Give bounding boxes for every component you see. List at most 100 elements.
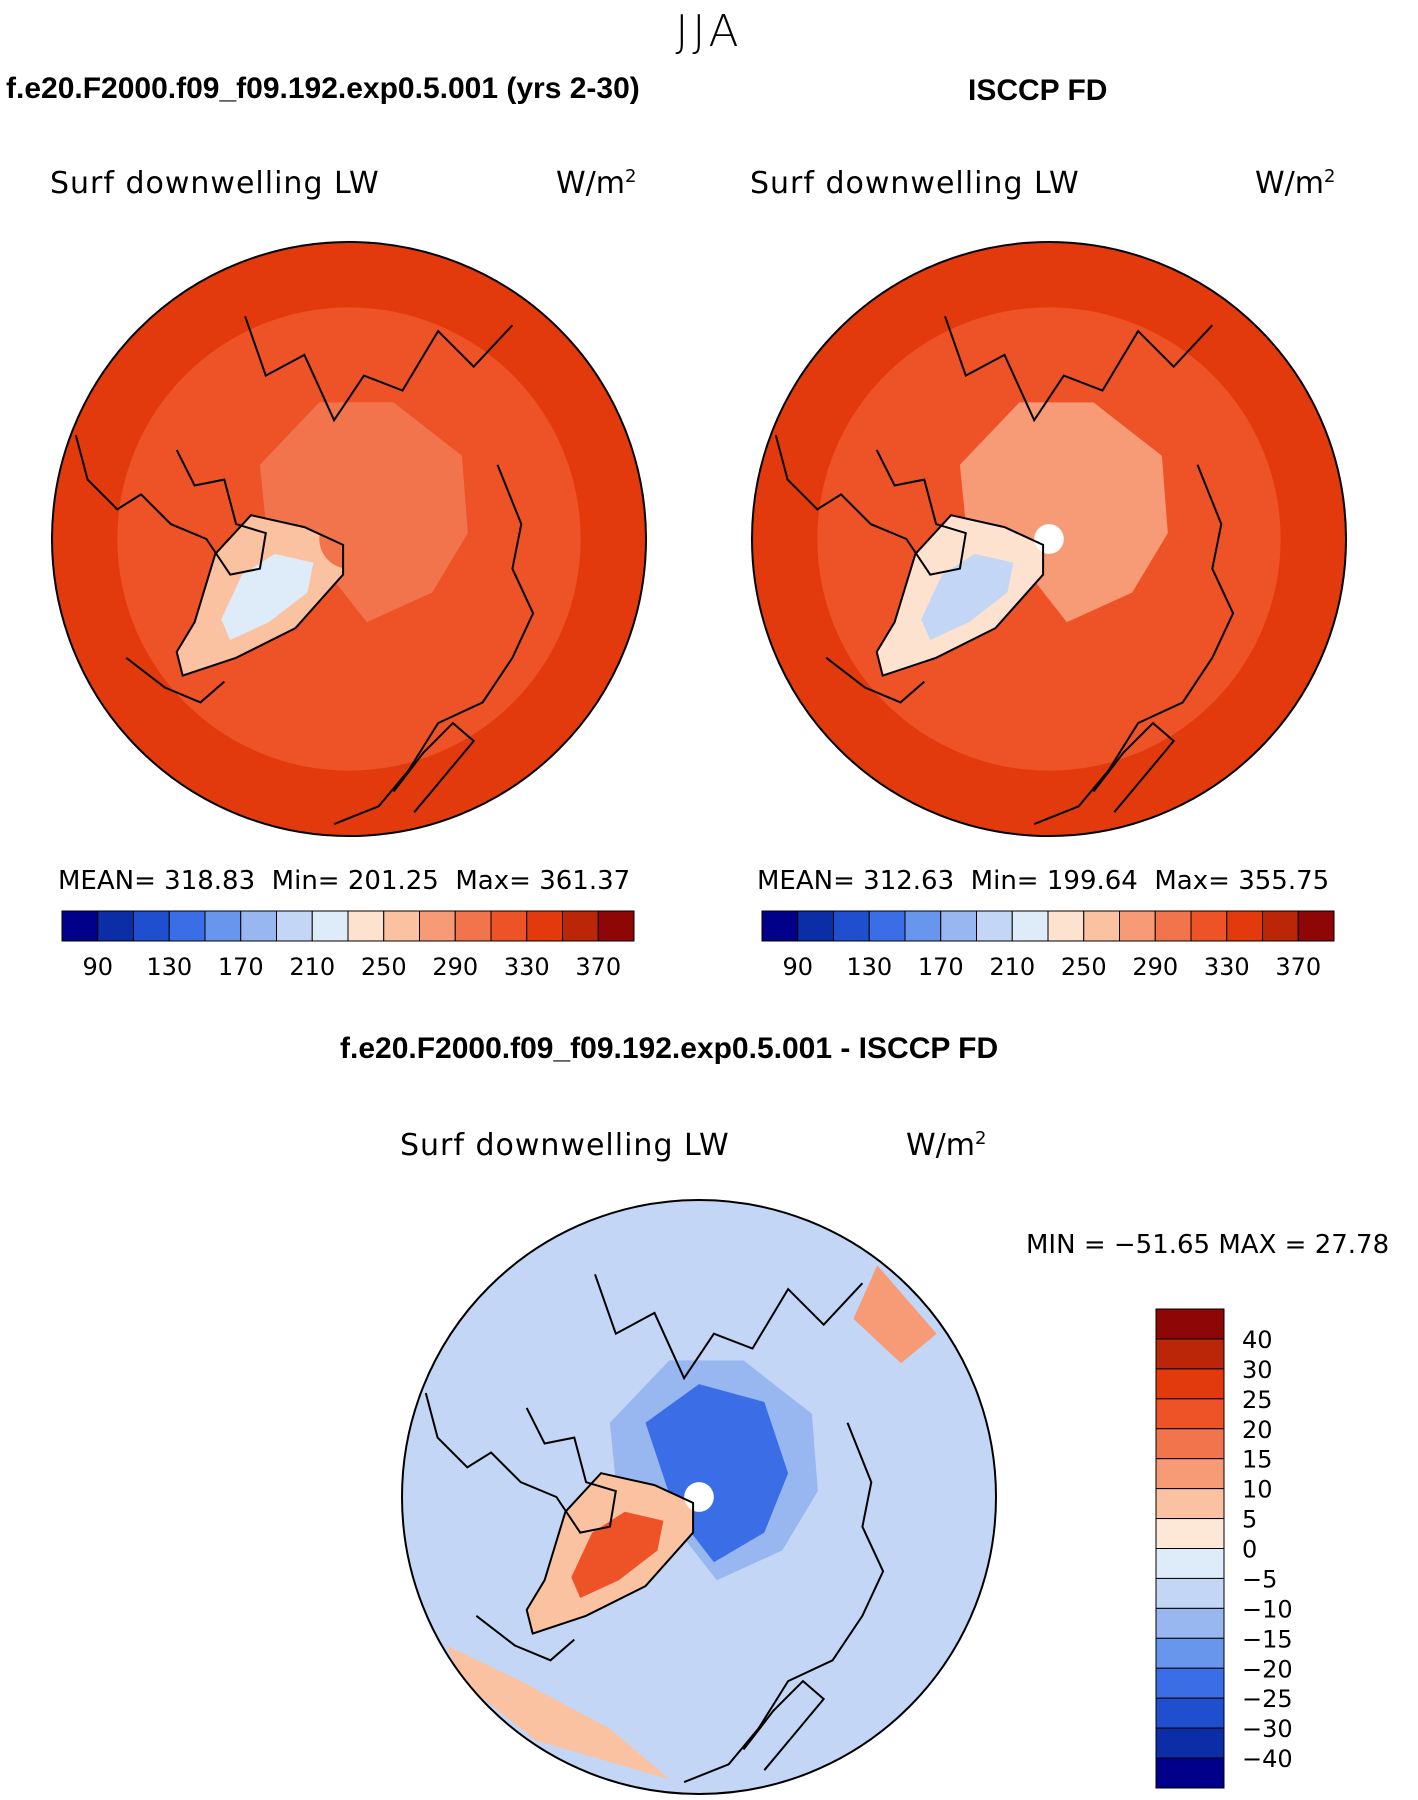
panel-2-stats: MEAN= 312.63 Min= 199.64 Max= 355.75: [757, 866, 1329, 896]
coastline: [825, 657, 925, 704]
panel-1-stats: MEAN= 318.83 Min= 201.25 Max= 361.37: [58, 866, 630, 896]
colorbar-swatch: [490, 910, 528, 942]
colorbar-swatch: [976, 910, 1013, 942]
colorbar-swatch: [383, 910, 420, 942]
colorbar-tick-label: 130: [846, 953, 892, 981]
colorbar-tick-label: −40: [1242, 1745, 1293, 1773]
panel-2-min-value: 199.64: [1046, 866, 1138, 896]
coastline: [774, 434, 967, 576]
diff-min-max: MIN = −51.65 MAX = 27.78: [1026, 1230, 1390, 1260]
map-border: [751, 241, 1347, 837]
colorbar-swatch: [1190, 910, 1228, 942]
colorbar-swatch: [1155, 1308, 1225, 1340]
panel-2-units: W/m2: [1255, 166, 1336, 201]
field-greenland-interior: [571, 1511, 664, 1598]
colorbar-swatch: [1155, 1697, 1225, 1729]
colorbar-swatch: [1155, 1548, 1225, 1579]
colorbar-tick-label: 170: [218, 953, 264, 981]
colorbar-tick-label: 210: [989, 953, 1035, 981]
polar-map-1: [51, 241, 647, 837]
colorbar-swatch: [833, 910, 870, 942]
diff-variable-label: Surf downwelling LW: [400, 1128, 730, 1163]
colorbar-tick-label: 90: [82, 953, 113, 981]
panel-1-title: f.e20.F2000.f09_f09.192.exp0.5.001 (yrs …: [6, 72, 640, 105]
colorbar-swatch: [1154, 910, 1192, 942]
colorbar-swatch: [1155, 1757, 1225, 1789]
coastline: [424, 1392, 617, 1534]
colorbar-tick-label: 370: [1275, 953, 1321, 981]
field-greenland-interior: [221, 553, 314, 640]
colorbar-tick-label: 250: [1061, 953, 1107, 981]
coastline: [74, 434, 267, 576]
colorbar-swatch: [454, 910, 492, 942]
polar-map-3: [401, 1199, 997, 1795]
colorbar-swatch: [1155, 1577, 1225, 1609]
colorbar-swatch: [1262, 910, 1299, 942]
panel-2-max-label: Max=: [1154, 866, 1230, 896]
colorbar-tick-label: 250: [361, 953, 407, 981]
colorbar-tick-label: −5: [1242, 1565, 1277, 1593]
field-arctic-ocean: [959, 402, 1168, 623]
panel-2-max-value: 355.75: [1238, 866, 1330, 896]
colorbar-1: 90 130 170 210 250 290 330 370: [61, 910, 635, 981]
coastline: [742, 1679, 826, 1771]
colorbar-swatch: [133, 910, 170, 942]
colorbar-swatch: [1155, 1338, 1225, 1370]
colorbar-tick-label: 170: [918, 953, 964, 981]
colorbar-tick-label: −30: [1242, 1715, 1293, 1743]
coastline: [333, 464, 535, 826]
colorbar-tick-label: −25: [1242, 1685, 1293, 1713]
panel-1-mean-label: MEAN=: [58, 866, 156, 896]
colorbar-swatch: [1011, 910, 1049, 942]
colorbar-swatch: [276, 910, 313, 942]
colorbar-swatch: [61, 910, 99, 942]
colorbar-tick-label: 290: [1132, 953, 1178, 981]
colorbar-tick-label: −20: [1242, 1655, 1293, 1683]
field-pole: [319, 509, 379, 569]
coastline: [1033, 464, 1235, 826]
colorbar-swatch: [240, 910, 277, 942]
colorbar-tick-label: 10: [1242, 1476, 1273, 1504]
coastline: [594, 1273, 864, 1381]
colorbar-tick-label: 90: [782, 953, 813, 981]
diff-units: W/m2: [906, 1128, 987, 1163]
colorbar-swatch: [526, 910, 563, 942]
colorbar-tick-label: 330: [1204, 953, 1250, 981]
colorbar-swatch: [347, 910, 385, 942]
colorbar-swatch: [1155, 1488, 1225, 1520]
colorbar-swatch: [1155, 1727, 1225, 1759]
colorbar-swatch: [597, 910, 635, 942]
colorbar-tick-label: −15: [1242, 1625, 1293, 1653]
colorbar-swatch: [1155, 1398, 1225, 1430]
panel-2-min-label: Min=: [970, 866, 1039, 896]
field-north-atlantic: [446, 1645, 670, 1780]
coastline: [475, 1615, 575, 1662]
colorbar-swatch: [761, 910, 799, 942]
season-title: JJA: [675, 6, 743, 57]
colorbar-tick-label: 25: [1242, 1386, 1273, 1414]
colorbar-swatch: [904, 910, 942, 942]
panel-2-mean-value: 312.63: [863, 866, 955, 896]
colorbar-tick-label: −10: [1242, 1595, 1293, 1623]
colorbar-tick-label: 370: [575, 953, 621, 981]
colorbar-swatch: [1155, 1667, 1225, 1699]
colorbar-tick-label: 290: [432, 953, 478, 981]
map-border: [51, 241, 647, 837]
panel-1-variable-label: Surf downwelling LW: [50, 166, 380, 201]
coastline: [944, 315, 1214, 423]
panel-1-min-label: Min=: [271, 866, 340, 896]
colorbar-swatch: [797, 910, 834, 942]
colorbar-swatch: [1155, 1458, 1225, 1490]
panel-1-mean-value: 318.83: [164, 866, 256, 896]
colorbar-tick-label: 30: [1242, 1356, 1273, 1384]
colorbar-tick-label: 0: [1242, 1536, 1257, 1564]
polar-map-2: [751, 241, 1347, 837]
field-pacific-negative: [853, 1265, 937, 1364]
field-greenland-interior: [921, 553, 1014, 640]
coastline: [125, 657, 225, 704]
panel-2-mean-label: MEAN=: [757, 866, 855, 896]
panel-1-units: W/m2: [556, 166, 637, 201]
colorbar-swatch: [1155, 1637, 1225, 1669]
